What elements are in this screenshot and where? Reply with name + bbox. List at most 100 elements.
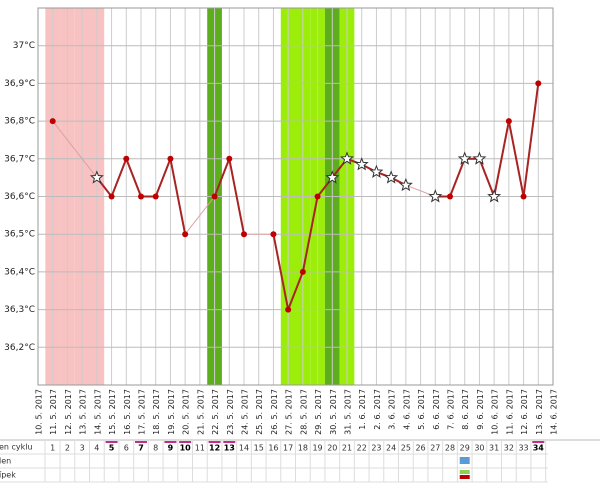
line-segment: [169, 158, 187, 235]
x-tick-label: 12. 5. 2017: [64, 389, 73, 435]
point: [211, 193, 218, 200]
mucus-icon: [459, 457, 470, 464]
cervix-icon: [459, 475, 470, 479]
x-tick-label: 15. 5. 2017: [108, 389, 117, 435]
cycle-day: 32: [504, 444, 514, 453]
point: [167, 155, 174, 162]
x-tick-label: 3. 6. 2017: [388, 389, 397, 430]
cycle-day: 4: [94, 444, 99, 453]
point: [520, 193, 527, 200]
star-point: [354, 157, 369, 171]
point: [241, 231, 247, 238]
gap-segment: [184, 196, 215, 235]
x-tick-label: 24. 5. 2017: [241, 389, 250, 435]
point: [226, 155, 233, 162]
x-tick-label: 30. 5. 2017: [329, 389, 338, 435]
star-point: [457, 151, 472, 165]
star-point: [472, 151, 487, 165]
cycle-day: 27: [430, 444, 440, 453]
x-tick-label: 4. 6. 2017: [402, 389, 411, 430]
line-segment: [154, 158, 172, 197]
line-segment: [287, 271, 304, 310]
x-tick-label: 5. 6. 2017: [417, 389, 426, 430]
x-tick-label: 9. 6. 2017: [476, 389, 485, 430]
cycle-day: 22: [357, 444, 367, 453]
cycle-day: 24: [386, 444, 396, 453]
point: [285, 306, 292, 313]
x-tick-label: 21. 5. 2017: [196, 389, 205, 435]
cycle-day: 19: [312, 444, 322, 453]
x-tick-label: 19. 5. 2017: [167, 389, 176, 435]
x-tick-label: 20. 5. 2017: [182, 389, 191, 435]
cycle-day: 13: [224, 444, 235, 453]
x-tick-label: 11. 5. 2017: [49, 389, 58, 435]
row-label: en cyklu: [0, 443, 33, 452]
x-tick-label: 1. 6. 2017: [358, 389, 367, 430]
cycle-day: 30: [474, 444, 484, 453]
point: [314, 193, 321, 200]
day-marker: [208, 441, 221, 443]
x-tick-label: 10. 5. 2017: [35, 389, 44, 435]
line-segment: [449, 158, 466, 197]
x-tick-label: 13. 5. 2017: [79, 389, 88, 435]
star-point: [487, 189, 502, 203]
y-tick-label: 36,4°C: [4, 267, 35, 277]
day-marker: [179, 441, 192, 443]
cycle-day: 20: [327, 444, 337, 453]
x-tick-label: 13. 6. 2017: [535, 389, 544, 435]
cycle-day: 8: [153, 444, 158, 453]
day-marker: [105, 441, 118, 443]
point: [535, 80, 542, 87]
cycle-day: 11: [195, 444, 205, 453]
line-segment: [228, 158, 245, 235]
line-segment: [272, 234, 290, 310]
cycle-day: 34: [533, 444, 545, 453]
x-tick-label: 12. 6. 2017: [520, 389, 529, 435]
y-tick-label: 37°C: [13, 41, 35, 51]
cycle-day: 7: [138, 444, 144, 453]
cycle-day: 33: [518, 444, 528, 453]
x-tick-label: 25. 5. 2017: [255, 389, 264, 435]
star-point: [369, 164, 384, 178]
cycle-day: 10: [180, 444, 192, 453]
star-point: [428, 189, 443, 203]
x-tick-label: 14. 5. 2017: [93, 389, 102, 435]
line-segment: [507, 120, 525, 197]
y-tick-label: 36,6°C: [4, 192, 35, 202]
cycle-day: 23: [371, 444, 381, 453]
y-tick-label: 36,7°C: [4, 154, 35, 164]
cycle-day: 21: [342, 444, 352, 453]
star-point: [325, 170, 340, 184]
line-segment: [478, 158, 496, 197]
day-marker: [164, 441, 177, 443]
line-segment: [125, 158, 142, 197]
y-tick-label: 36,9°C: [4, 79, 35, 89]
point: [152, 193, 159, 200]
gap-segment: [52, 120, 98, 178]
x-tick-label: 17. 5. 2017: [138, 389, 147, 435]
cervix-icon: [459, 470, 470, 474]
point: [123, 155, 130, 162]
cycle-day: 2: [65, 444, 70, 453]
row-label: len: [0, 457, 11, 466]
cycle-day: 15: [254, 444, 264, 453]
point: [182, 231, 189, 238]
y-tick-label: 36,8°C: [4, 117, 35, 127]
cycle-day: 12: [209, 444, 220, 453]
line-segment: [110, 158, 128, 197]
star-point: [89, 170, 104, 184]
cycle-day: 9: [168, 444, 174, 453]
cycle-day: 1: [50, 444, 55, 453]
x-tick-label: 16. 5. 2017: [123, 389, 132, 435]
x-tick-label: 28. 5. 2017: [299, 389, 308, 435]
x-tick-label: 29. 5. 2017: [314, 389, 323, 435]
cycle-day: 6: [124, 444, 129, 453]
row-label: ípek: [0, 471, 16, 480]
day-marker: [223, 441, 236, 443]
x-tick-label: 7. 6. 2017: [447, 389, 456, 430]
x-tick-label: 11. 6. 2017: [505, 389, 514, 435]
point: [138, 193, 144, 200]
x-tick-label: 27. 5. 2017: [285, 389, 294, 435]
